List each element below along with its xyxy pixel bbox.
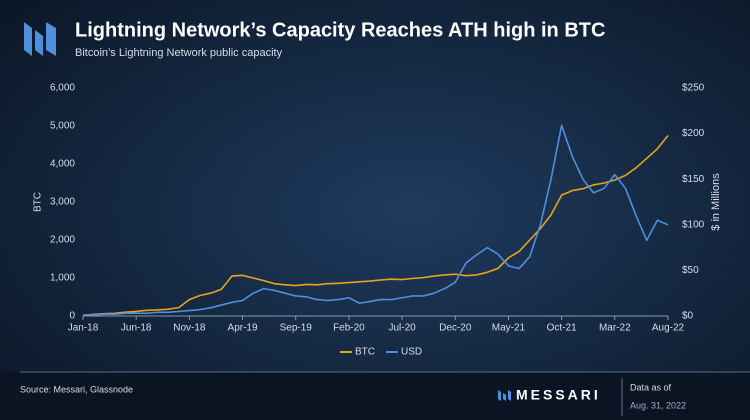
y2-tick-label: $150 <box>682 174 705 185</box>
x-tick-label: Jul-20 <box>388 323 416 334</box>
x-tick-label: Mar-22 <box>599 323 631 334</box>
legend-label: USD <box>401 347 422 358</box>
x-tick-label: Dec-20 <box>439 323 472 334</box>
y-tick-label: 3,000 <box>50 197 75 208</box>
as-of-date: Aug. 31, 2022 <box>630 400 686 410</box>
y2-tick-label: $250 <box>682 83 705 94</box>
legend-label: BTC <box>355 347 375 358</box>
y2-tick-label: $200 <box>682 128 705 139</box>
series-line <box>82 135 669 317</box>
brand-mark <box>498 390 511 401</box>
y-tick-label: 6,000 <box>50 83 75 94</box>
logo <box>24 22 56 56</box>
x-tick-label: Apr-19 <box>228 323 258 334</box>
y2-tick-label: $0 <box>682 311 694 322</box>
y-tick-label: 0 <box>69 311 75 322</box>
y-tick-label: 1,000 <box>50 273 75 284</box>
y-tick-label: 4,000 <box>50 159 75 170</box>
x-tick-label: May-21 <box>492 323 526 334</box>
x-tick-label: Aug-22 <box>652 323 685 334</box>
y2-tick-label: $100 <box>682 219 705 230</box>
x-tick-label: Jun-18 <box>121 323 152 334</box>
footer-bg <box>0 372 750 420</box>
y-tick-label: 5,000 <box>50 121 75 132</box>
y-tick-label: 2,000 <box>50 235 75 246</box>
x-tick-label: Jan-18 <box>68 323 99 334</box>
x-tick-label: Oct-21 <box>547 323 577 334</box>
x-tick-label: Nov-18 <box>173 323 206 334</box>
as-of-label: Data as of <box>630 382 672 392</box>
x-tick-label: Feb-20 <box>333 323 365 334</box>
chart-subtitle: Bitcoin’s Lightning Network public capac… <box>75 47 283 59</box>
x-tick-label: Sep-19 <box>280 323 313 334</box>
chart-title: Lightning Network’s Capacity Reaches ATH… <box>75 19 605 41</box>
y2-tick-label: $50 <box>682 265 699 276</box>
y-axis-label: BTC <box>33 192 44 212</box>
source: Source: Messari, Glassnode <box>20 384 133 394</box>
brand: MESSARI <box>516 387 601 403</box>
series-line <box>83 124 669 316</box>
y2-axis-label: $ in Millions <box>710 173 722 231</box>
